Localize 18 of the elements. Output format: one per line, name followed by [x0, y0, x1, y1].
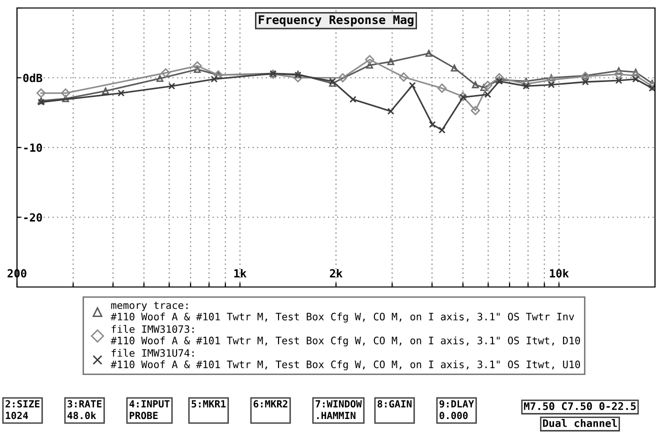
text: 5:MKR1: [192, 400, 226, 408]
text: 3:RATE 48.0k: [67, 400, 102, 420]
text: 8:GAIN: [378, 400, 412, 408]
text: 9:DLAY 0.000: [440, 400, 474, 420]
x-tick-label: 2k: [330, 268, 342, 278]
text: 7:WINDOW .HAMMIN: [316, 400, 362, 420]
legend-label: file IMW31U74: #110 Woof A & #101 Twtr M, Test Box Cfg W, CO M, on I axis, 3.1" OS Itwt, U10: [110, 348, 580, 370]
y-tick-label: -20: [24, 213, 42, 222]
y-tick-label: -10: [24, 143, 42, 152]
text: M7.50 C7.50 0-22.5: [524, 402, 636, 410]
x-tick-label: 1k: [234, 268, 246, 278]
text: Frequency Response Mag: [258, 15, 414, 26]
text: 6:MKR2: [254, 400, 288, 408]
text: 4:INPUT PROBE: [129, 400, 170, 420]
y-tick-label: 0dB: [23, 74, 42, 82]
text: 2:SIZE 1024: [6, 400, 40, 420]
text: Dual channel: [543, 419, 617, 428]
x-tick-label: 10k: [550, 268, 569, 278]
